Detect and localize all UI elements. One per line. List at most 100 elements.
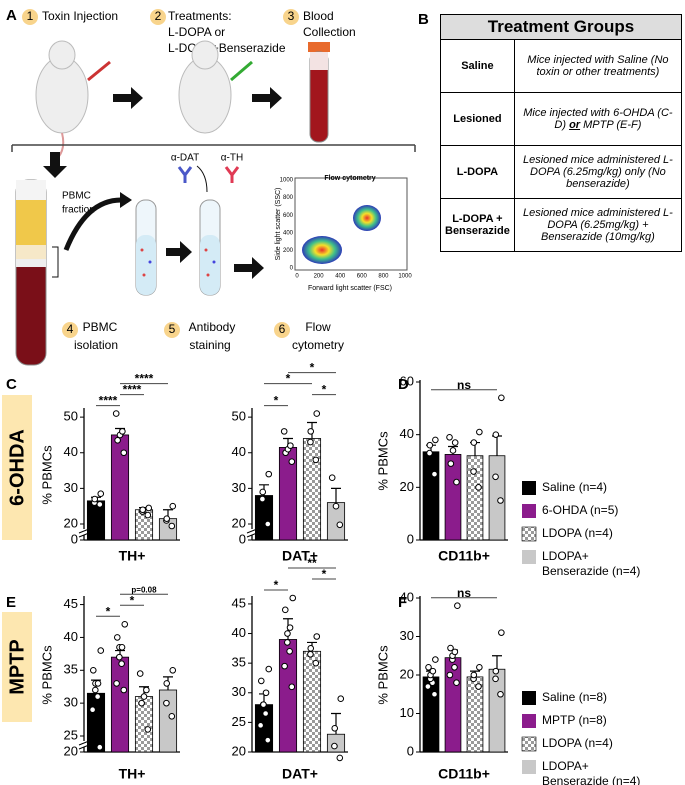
error-bar [331,487,341,503]
data-point [168,712,176,720]
badge [274,322,290,338]
flow-title: Flow cytometry [324,175,375,182]
description-cell: Lesioned mice administered L-DOPA (6.25m… [513,198,683,252]
y-tick-label: 40 [64,444,78,459]
arrow-line [196,165,208,193]
significance-label: * [130,593,135,607]
data-point [288,683,296,691]
data-point [139,506,147,514]
bar [466,455,484,541]
data-point [313,410,321,417]
legend-label: Saline (n=4) [542,480,607,494]
data-point [262,710,269,717]
data-point [307,438,314,446]
bar [278,639,298,753]
y-tick-label: 0 [239,531,246,546]
row-label-box [2,612,32,722]
data-point [307,645,315,652]
data-point [475,683,482,690]
y-tick-label: 30 [400,628,414,643]
step-text: PBMC [83,320,118,334]
flow-y-tick: 800 [283,195,294,201]
error-bar [492,655,502,670]
data-point [260,701,267,708]
curved-arrow [63,197,122,251]
step-number: 6 [279,322,286,336]
x-axis-label: CD11b+ [438,766,490,782]
data-point [498,629,505,636]
data-point [492,667,500,675]
description-text: Mice injected with Saline (No toxin or o… [527,54,669,78]
data-point [313,633,321,640]
step-text: cytometry [292,338,344,352]
description-text: Lesioned mice administered L-DOPA (6.25m… [523,154,673,190]
data-point [136,670,144,677]
bar [444,657,462,753]
y-tick-label: 20 [400,479,414,494]
sample-tube [199,199,221,296]
data-point [429,667,437,675]
panel-label: C [6,376,17,393]
step-text: L-DOPA+Benserazide [168,41,286,55]
legend-label: LDOPA (n=4) [542,526,613,540]
x-axis-label: DAT+ [282,548,318,564]
step-text: Blood [303,9,334,23]
flow-y-tick: 200 [283,248,294,254]
step-number: 1 [27,9,34,23]
antibody-icon [224,166,240,183]
description-cell: Mice injected with Saline (No toxin or o… [513,39,683,93]
data-point [446,671,454,679]
legend-swatch [521,526,537,542]
data-point [492,473,499,481]
data-point [94,693,101,700]
data-point [289,594,297,602]
badge [62,322,78,338]
data-point [447,460,455,467]
flow-y-tick: 1000 [280,178,294,184]
significance-label: ns [457,378,471,392]
data-point [431,690,438,698]
legend-label: LDOPA+ [542,549,589,563]
y-tick-label: 50 [64,409,78,424]
data-point [264,736,272,744]
badge [164,322,180,338]
y-axis-label: % PBMCs [375,645,390,705]
data-point [454,602,461,610]
fraction-label: fraction [62,205,95,216]
row-label-box [2,395,32,540]
axis-break [78,528,90,538]
y-tick-label: 40 [400,589,414,604]
bar [422,451,440,541]
y-tick-label: 20 [64,743,78,758]
data-point [447,644,454,652]
axis-break-gap [249,529,255,535]
data-point [91,495,99,503]
data-point [476,428,483,436]
significance-label: * [274,578,279,592]
data-point [451,648,459,656]
y-tick-label: 40 [400,426,414,441]
data-point [140,693,148,700]
data-point [163,699,170,707]
data-point [307,428,315,435]
x-axis-label: TH+ [119,766,146,782]
axis-break-gap [81,741,87,747]
data-point [432,656,439,663]
step-text: L-DOPA or [168,25,225,39]
data-point [89,666,97,674]
group-cell: Lesioned [440,92,515,146]
legend-label: Benserazide (n=4) [542,564,640,578]
data-point [116,653,123,661]
group-cell: L-DOPA [440,145,515,199]
fraction-label: PBMC [62,191,91,202]
arrow [113,87,143,109]
y-axis-label: % PBMCs [39,445,54,505]
step-text: Toxin Injection [42,9,118,23]
x-axis-label: TH+ [119,548,146,564]
data-point [453,679,460,687]
data-point [332,502,340,510]
significance-label: ns [457,586,471,600]
y-tick-label: 45 [232,595,246,610]
data-point [94,680,102,687]
